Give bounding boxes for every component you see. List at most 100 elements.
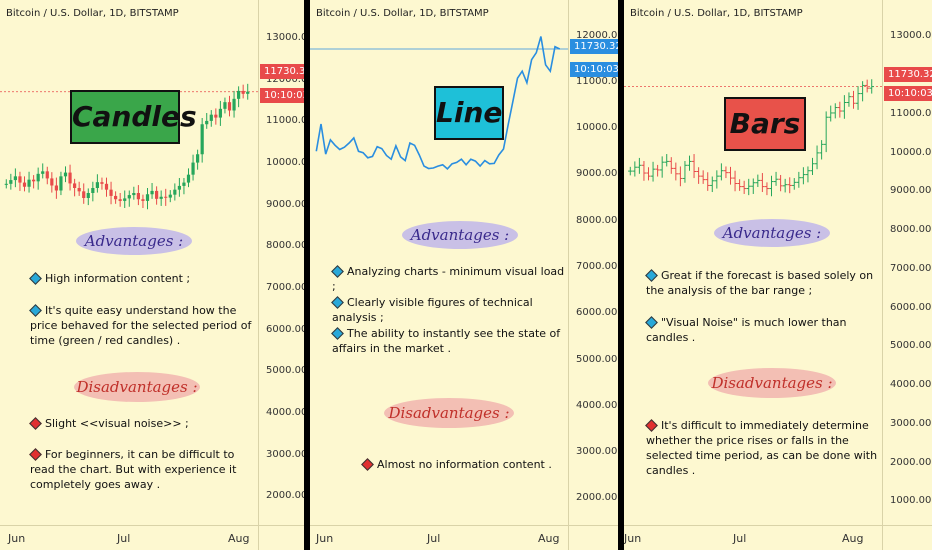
ohlc-bar bbox=[773, 171, 779, 186]
candle bbox=[155, 186, 159, 205]
price-tag: 11730.32 bbox=[570, 39, 618, 54]
ohlc-bar bbox=[855, 86, 861, 110]
price-tick-label: 10000.00 bbox=[576, 122, 618, 134]
blue-diamond-icon bbox=[29, 272, 42, 285]
disadvantage-item: Almost no information content . bbox=[361, 457, 568, 472]
ohlc-bar bbox=[833, 103, 838, 119]
candle-body bbox=[241, 90, 245, 94]
candle bbox=[109, 181, 113, 205]
candle-body bbox=[182, 182, 186, 186]
price-tick-label: 2000.00 bbox=[576, 492, 618, 504]
price-axis bbox=[568, 0, 569, 550]
ohlc-bar bbox=[628, 166, 633, 176]
blue-diamond-icon bbox=[645, 316, 658, 329]
ohlc-bar bbox=[837, 101, 843, 118]
candle bbox=[227, 95, 232, 117]
ohlc-bar bbox=[714, 170, 720, 189]
advantage-item: It's quite easy understand how the price… bbox=[29, 304, 252, 347]
candle-body bbox=[164, 196, 168, 198]
candle bbox=[150, 183, 154, 199]
price-tick-label: 13000.00 bbox=[890, 30, 932, 42]
candle bbox=[86, 188, 90, 206]
blue-diamond-icon bbox=[331, 327, 344, 340]
ohlc-bar bbox=[760, 173, 765, 193]
price-tick-label: 8000.00 bbox=[266, 240, 304, 252]
candle-body bbox=[95, 182, 99, 188]
ohlc-bar bbox=[696, 167, 701, 184]
ohlc-bar bbox=[659, 156, 665, 178]
candle-body bbox=[150, 190, 154, 195]
time-tick-label: Jul bbox=[427, 532, 441, 545]
red-diamond-icon bbox=[645, 419, 658, 432]
time-tick-label: Jun bbox=[8, 532, 26, 545]
red-diamond-icon bbox=[29, 417, 42, 430]
candle-body bbox=[218, 108, 222, 118]
advantages-label: Advantages : bbox=[76, 227, 192, 255]
candle bbox=[173, 183, 177, 201]
time-tick-label: Aug bbox=[228, 532, 250, 545]
price-tick-label: 11000.00 bbox=[576, 75, 618, 87]
candle bbox=[9, 173, 13, 190]
disadvantages-label: Disadvantages : bbox=[74, 372, 200, 402]
price-tick-label: 6000.00 bbox=[266, 323, 304, 335]
candle bbox=[246, 83, 250, 100]
time-tag: 10:10:03 bbox=[260, 88, 304, 103]
time-tick-label: Jun bbox=[316, 532, 334, 545]
ohlc-bar bbox=[705, 172, 710, 191]
candle-body bbox=[200, 124, 204, 155]
price-tag: 11730.32 bbox=[884, 67, 932, 82]
candle-body bbox=[68, 172, 72, 184]
ohlc-bar bbox=[710, 176, 715, 193]
price-line bbox=[315, 36, 561, 171]
ohlc-bar bbox=[728, 166, 733, 185]
price-tick-label: 5000.00 bbox=[266, 365, 304, 377]
candle-body bbox=[127, 195, 131, 199]
ohlc-bar bbox=[860, 81, 865, 102]
candle bbox=[132, 186, 136, 200]
chart-type-title: Bars bbox=[724, 97, 806, 151]
candle-body bbox=[114, 195, 118, 200]
ohlc-bar bbox=[842, 95, 847, 119]
time-tag: 10:10:03 bbox=[884, 86, 932, 101]
ohlc-bar bbox=[864, 79, 870, 93]
candle-body bbox=[59, 176, 63, 191]
price-tick-label: 7000.00 bbox=[576, 261, 618, 272]
price-tick-label: 7000.00 bbox=[890, 262, 932, 274]
price-tick-label: 9000.00 bbox=[576, 168, 618, 180]
ohlc-bar bbox=[764, 182, 770, 196]
ohlc-bar bbox=[851, 90, 856, 109]
ohlc-bar bbox=[778, 174, 783, 192]
candle bbox=[104, 177, 109, 197]
candle-body bbox=[45, 171, 49, 179]
candle bbox=[118, 193, 122, 207]
advantage-item: Clearly visible figures of technical ana… bbox=[331, 296, 533, 324]
price-tick-label: 1000.00 bbox=[890, 495, 932, 507]
candle bbox=[95, 174, 99, 193]
line-chart bbox=[310, 36, 568, 171]
ohlc-bar bbox=[846, 92, 852, 107]
price-tick-label: 11000.00 bbox=[266, 115, 304, 127]
disadvantages-label: Disadvantages : bbox=[384, 398, 514, 428]
price-tag: 11730.32 bbox=[260, 64, 304, 79]
ohlc-bar bbox=[805, 166, 811, 183]
price-tick-label: 4000.00 bbox=[266, 406, 304, 418]
symbol-label: Bitcoin / U.S. Dollar, 1D, BITSTAMP bbox=[630, 8, 803, 19]
ohlc-bar bbox=[796, 171, 802, 188]
candle bbox=[186, 168, 191, 188]
advantages-label: Advantages : bbox=[402, 221, 518, 249]
price-tick-label: 10000.00 bbox=[266, 156, 304, 168]
candle bbox=[196, 149, 200, 170]
ohlc-bar bbox=[723, 166, 729, 179]
candle-body bbox=[77, 188, 81, 192]
ohlc-bar bbox=[719, 163, 724, 181]
time-tick-label: Aug bbox=[538, 532, 560, 545]
candle bbox=[41, 163, 45, 179]
price-tick-label: 3000.00 bbox=[890, 417, 932, 429]
candle-body bbox=[136, 193, 140, 200]
ohlc-bar bbox=[746, 178, 751, 196]
candle-body bbox=[104, 183, 109, 190]
chart-type-title: Candles bbox=[70, 90, 197, 144]
candle-body bbox=[13, 176, 17, 181]
candle-body bbox=[86, 193, 90, 198]
ohlc-bar bbox=[810, 157, 815, 175]
